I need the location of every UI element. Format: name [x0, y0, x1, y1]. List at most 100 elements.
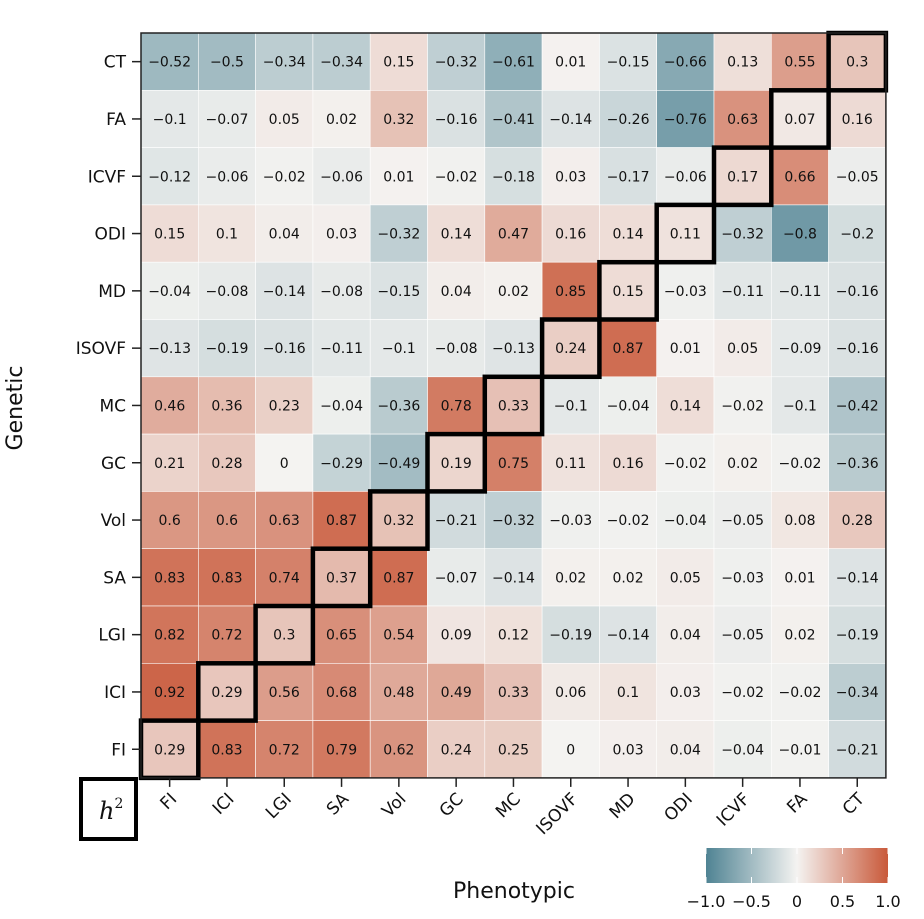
cell-value-label: 0.46 [154, 398, 185, 414]
heatmap-cell-FA-ODI [656, 90, 715, 148]
heatmap-cell-MC-ICVF [713, 376, 772, 435]
x-tick-label: ODI [660, 789, 696, 825]
heatmap-cell-CT-ISOVF [541, 32, 600, 91]
cell-value-label: 0.78 [441, 398, 472, 414]
y-tick-label: MD [98, 282, 126, 302]
heatmap-cell-LGI-Vol [369, 605, 428, 664]
heatmap-cell-GC-MD [599, 433, 658, 492]
heatmap-cell-ICI-CT [828, 662, 887, 721]
cell-value-label: −0.02 [263, 169, 306, 185]
cell-value-label: 0.3 [846, 55, 868, 71]
cell-value-label: −0.49 [377, 456, 420, 472]
heatmap-cell-FI-ICI [198, 720, 256, 779]
cell-value-label: 0.55 [784, 55, 815, 71]
heatmap-cell-ICI-SA [312, 662, 371, 721]
cell-value-label: 0.01 [670, 341, 701, 357]
cell-value-label: −0.19 [549, 628, 592, 644]
cell-value-label: 0.04 [670, 628, 701, 644]
cell-value-label: −0.08 [205, 284, 248, 300]
heatmap-cell-Vol-FI [140, 491, 199, 549]
cell-value-label: 0 [566, 742, 575, 758]
cell-value-label: −0.04 [607, 398, 650, 414]
cell-value-label: −0.36 [377, 398, 420, 414]
heatmap-cell-CT-FA [770, 32, 829, 91]
heatmap-cell-MC-MC [484, 376, 543, 435]
heritability-box-ODI [654, 202, 717, 265]
cell-value-label: −0.18 [492, 169, 535, 185]
cell-value-label: −0.05 [721, 513, 764, 529]
cell-value-label: 0.04 [670, 742, 701, 758]
heatmap-cell-ODI-FI [140, 204, 199, 263]
cell-value-label: 0.25 [498, 742, 529, 758]
cell-value-label: 0.24 [441, 742, 472, 758]
heatmap-cell-ODI-ISOVF [541, 204, 600, 263]
heritability-box-FA [769, 88, 831, 150]
heatmap-cell-SA-MC [484, 548, 543, 607]
cell-value-label: −0.02 [664, 456, 707, 472]
cell-value-label: 0.01 [555, 55, 586, 71]
cell-value-label: −0.1 [554, 398, 588, 414]
heatmap-cell-MD-MC [484, 261, 543, 320]
h2-corner-box: h2 [79, 777, 138, 841]
x-tick-label: ISOVF [533, 789, 583, 839]
y-tick-label: ICI [104, 683, 126, 703]
cell-value-label: 0.14 [441, 227, 472, 243]
cell-value-label: −0.26 [607, 112, 650, 128]
y-tick-label: ICVF [88, 167, 126, 187]
colorbar-tick-label: 1.0 [875, 892, 900, 911]
cell-value-label: −0.32 [435, 55, 478, 71]
heatmap-cell-MC-LGI [255, 376, 314, 435]
cell-value-label: −0.14 [549, 112, 592, 128]
cell-value-label: 0.28 [211, 456, 242, 472]
heatmap-cell-FA-GC [427, 90, 486, 148]
cell-value-label: −0.03 [721, 570, 764, 586]
cell-value-label: −0.02 [778, 685, 821, 701]
cell-value-label: −0.32 [492, 513, 535, 529]
heatmap-cell-FA-SA [312, 90, 371, 148]
heatmap-cell-labels: −0.52 −0.5 −0.34 −0.34 0.15 −0.32 −0.61 0.01 −0.… [148, 55, 879, 759]
heatmap-cell-SA-FI [140, 548, 199, 607]
heatmap-cell-MC-ISOVF [541, 376, 600, 435]
heatmap-cell-LGI-ISOVF [541, 605, 600, 664]
cell-value-label: 0.49 [441, 685, 472, 701]
heatmap-cell-MD-ICI [198, 261, 256, 320]
cell-value-label: 0.01 [784, 570, 815, 586]
heritability-box-MD [597, 259, 659, 322]
heatmap-cell-FI-MD [599, 720, 658, 779]
cell-value-label: −0.04 [148, 284, 191, 300]
heatmap-cell-SA-FA [770, 548, 829, 607]
heatmap-cell-SA-LGI [255, 548, 314, 607]
cell-value-label: 0.14 [670, 398, 701, 414]
cell-value-label: −0.06 [320, 169, 363, 185]
cell-value-label: 0.04 [441, 284, 472, 300]
heatmap-cell-ICI-ISOVF [541, 662, 600, 721]
heritability-box-ICI [196, 661, 258, 723]
heritability-box-SA [310, 546, 373, 609]
heatmap-cell-GC-SA [312, 433, 371, 492]
heatmap-cell-LGI-MD [599, 605, 658, 664]
cell-value-label: −0.34 [320, 55, 363, 71]
x-tick-label: LGI [262, 789, 296, 823]
heatmap-cell-SA-ISOVF [541, 548, 600, 607]
cell-value-label: −0.04 [664, 513, 707, 529]
heatmap-cell-ICVF-Vol [369, 147, 428, 206]
cell-value-label: −0.34 [263, 55, 306, 71]
x-tick-label: FA [783, 789, 811, 817]
heatmap-cell-GC-ISOVF [541, 433, 600, 492]
cell-value-label: −0.09 [778, 341, 821, 357]
heatmap-cell-ICVF-ICVF [713, 147, 772, 206]
cell-value-label: 0.16 [612, 456, 643, 472]
heatmap-cell-Vol-MD [599, 491, 658, 549]
cell-value-label: −0.03 [664, 284, 707, 300]
x-tick-label: GC [436, 789, 468, 821]
cell-value-label: 0.01 [383, 169, 414, 185]
heatmap-cell-ISOVF-LGI [255, 319, 314, 378]
cell-value-label: 0.29 [154, 742, 185, 758]
heatmap-cell-FI-Vol [369, 720, 428, 779]
cell-value-label: 0.56 [269, 685, 300, 701]
cell-value-label: −0.52 [148, 55, 191, 71]
cell-value-label: 0.75 [498, 456, 529, 472]
heatmap-cell-FA-ISOVF [541, 90, 600, 148]
cell-value-label: 0.6 [216, 513, 238, 529]
